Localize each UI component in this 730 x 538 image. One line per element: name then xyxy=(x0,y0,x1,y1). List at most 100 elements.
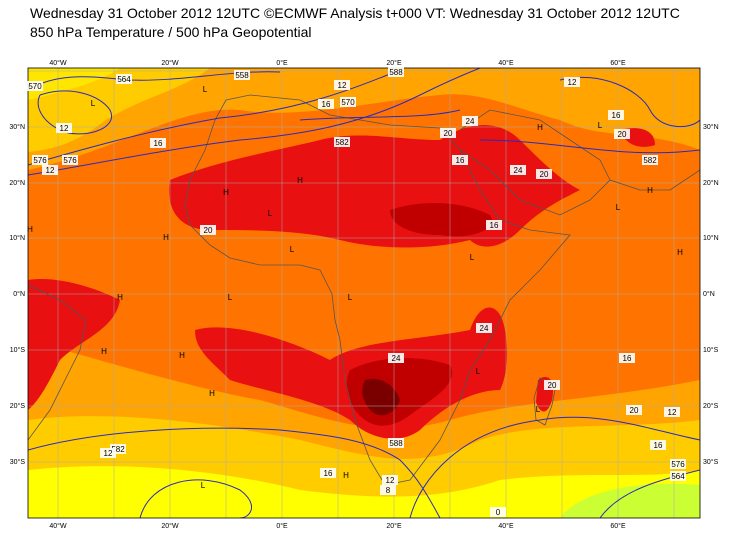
lat-label-left: 10°N xyxy=(9,234,25,242)
contour-label: 576 xyxy=(63,156,77,165)
contour-label: 564 xyxy=(117,75,131,84)
lat-label-left: 30°S xyxy=(10,458,26,466)
pressure-center: H xyxy=(647,186,653,195)
contour-label: 20 xyxy=(618,130,627,139)
contour-label-box xyxy=(334,137,350,147)
contour-label-box xyxy=(32,155,48,165)
contour-label-box xyxy=(510,165,526,175)
pressure-center: L xyxy=(201,481,206,490)
contour-label-box xyxy=(476,323,492,333)
lon-label-bottom: 0°E xyxy=(276,522,288,530)
contour-label-box xyxy=(490,507,506,517)
pressure-center: H xyxy=(297,176,303,185)
pressure-center: L xyxy=(598,121,603,130)
contour-label-box xyxy=(544,380,560,390)
contour-label-box xyxy=(486,220,502,230)
contour-label: 582 xyxy=(643,156,657,165)
field-yellow xyxy=(28,466,700,518)
lat-label-left: 10°S xyxy=(10,346,26,354)
contour-label: 20 xyxy=(444,129,453,138)
geopotential-contours xyxy=(28,68,700,518)
lon-label-bottom: 40°W xyxy=(49,522,67,530)
contour-label-box xyxy=(100,448,116,458)
contour-label: 12 xyxy=(338,81,347,90)
contour-label: 582 xyxy=(111,445,125,454)
contour-label: 570 xyxy=(28,82,42,91)
contour-label: 588 xyxy=(389,439,403,448)
lon-label-top: 20°E xyxy=(386,59,402,67)
contour-label-box xyxy=(340,97,356,107)
contour-label-box xyxy=(388,438,404,448)
pressure-center: H xyxy=(179,351,185,360)
lon-label-top: 20°W xyxy=(161,59,179,67)
lat-label-right: 30°S xyxy=(703,458,719,466)
contour-label: 16 xyxy=(654,441,663,450)
contour-label-box xyxy=(564,77,580,87)
pressure-center: H xyxy=(677,248,683,257)
contour-label: 24 xyxy=(480,324,489,333)
contour-label-box xyxy=(42,165,58,175)
contour-label-box xyxy=(27,81,43,91)
field-green xyxy=(560,483,700,518)
contour-label: 20 xyxy=(204,226,213,235)
pressure-center: H xyxy=(27,225,33,234)
title-line-1: Wednesday 31 October 2012 12UTC ©ECMWF A… xyxy=(30,5,680,21)
lat-label-left: 20°S xyxy=(10,402,26,410)
contour-label: 582 xyxy=(335,138,349,147)
contour-label-box xyxy=(608,110,624,120)
contour-label-box xyxy=(320,468,336,478)
contour-label: 576 xyxy=(671,460,685,469)
contour-label: 16 xyxy=(490,221,499,230)
contour-label-box xyxy=(200,225,216,235)
contour-label: 12 xyxy=(386,476,395,485)
pressure-center: L xyxy=(476,367,481,376)
contour-label: 16 xyxy=(154,139,163,148)
pressure-center: L xyxy=(228,293,233,302)
pressure-center: H xyxy=(223,188,229,197)
map-area xyxy=(28,68,700,518)
contour-label-box xyxy=(536,169,552,179)
lat-label-left: 30°N xyxy=(9,123,25,131)
lon-label-top: 40°E xyxy=(498,59,514,67)
pressure-center: L xyxy=(268,209,273,218)
lon-label-top: 0°E xyxy=(276,59,288,67)
pressure-center: H xyxy=(537,123,543,132)
contour-label-box xyxy=(670,471,686,481)
pressure-center: H xyxy=(117,293,123,302)
field-light-orange xyxy=(28,68,700,170)
contour-label: 12 xyxy=(46,166,55,175)
field-dark-red xyxy=(390,203,492,237)
lat-label-right: 30°N xyxy=(703,123,719,131)
lat-label-right: 10°S xyxy=(703,346,719,354)
contour-label: 16 xyxy=(456,156,465,165)
contour-label-box xyxy=(110,444,126,454)
contour-label-box xyxy=(452,155,468,165)
contour-label-box xyxy=(440,128,456,138)
contour-label: 0 xyxy=(496,508,501,517)
contour-label: 16 xyxy=(324,469,333,478)
contour-label-box xyxy=(670,459,686,469)
contour-label: 570 xyxy=(341,98,355,107)
lat-label-right: 10°N xyxy=(703,234,719,242)
contour-label-box xyxy=(614,129,630,139)
contour-label-box xyxy=(664,407,680,417)
contour-label-box xyxy=(116,74,132,84)
contour-label-box xyxy=(462,116,478,126)
title-line-2: 850 hPa Temperature / 500 hPa Geopotenti… xyxy=(30,24,312,40)
contour-label: 24 xyxy=(392,354,401,363)
contour-label: 20 xyxy=(548,381,557,390)
lon-label-bottom: 20°W xyxy=(161,522,179,530)
contour-label: 12 xyxy=(568,78,577,87)
pressure-center: L xyxy=(536,405,541,414)
contour-label: 8 xyxy=(386,486,391,495)
contour-label: 588 xyxy=(389,68,403,77)
contour-label-box xyxy=(334,80,350,90)
lon-label-bottom: 60°E xyxy=(610,522,626,530)
contour-label-box xyxy=(642,155,658,165)
lon-label-bottom: 20°E xyxy=(386,522,402,530)
pressure-center: L xyxy=(470,253,475,262)
contour-label: 20 xyxy=(540,170,549,179)
pressure-center: H xyxy=(209,389,215,398)
contour-label-box xyxy=(388,353,404,363)
